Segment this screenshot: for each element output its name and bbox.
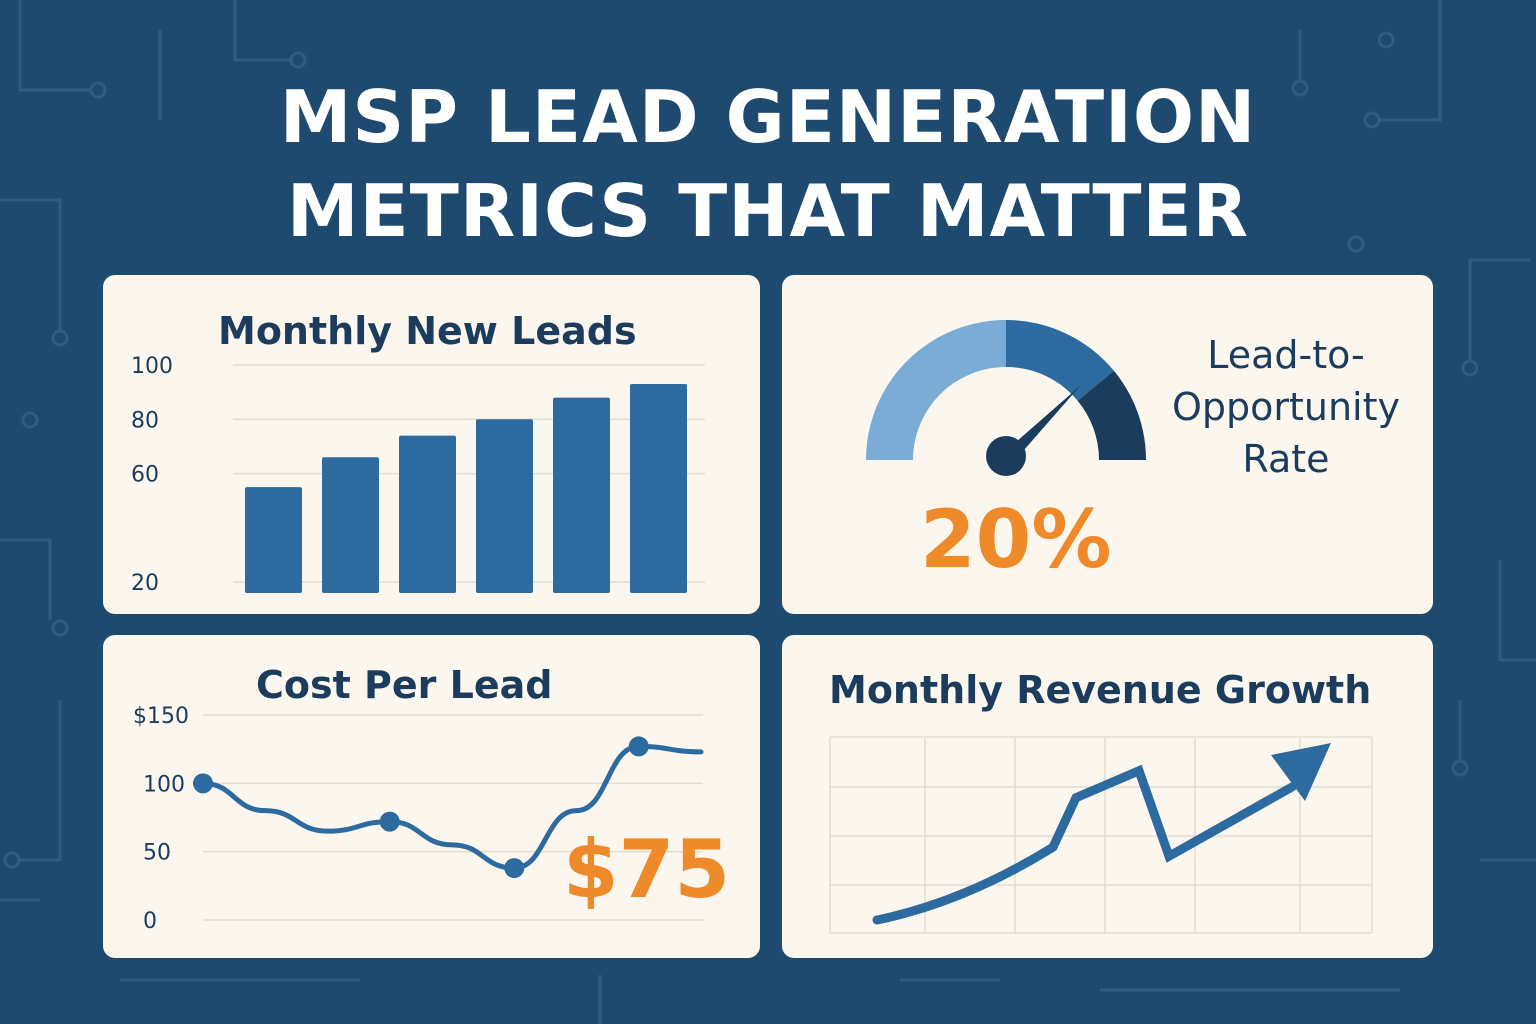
leads-bar	[322, 457, 379, 593]
gauge-segment	[866, 320, 1006, 460]
cpl-y-tick-label: 0	[143, 909, 157, 934]
leads-y-tick-label: 100	[131, 354, 173, 379]
cpl-y-tick-label: 50	[143, 841, 171, 866]
revenue-chart-title: Monthly Revenue Growth	[829, 668, 1372, 712]
panel-monthly-new-leads: Monthly New Leads 100 80 60 20	[103, 275, 760, 614]
leads-bar-chart: 100 80 60 20	[131, 354, 705, 596]
leads-bar	[476, 419, 533, 593]
title-line-1: MSP LEAD GENERATION	[279, 75, 1257, 159]
conversion-gauge	[866, 320, 1146, 476]
revenue-arrowhead	[1271, 743, 1331, 801]
leads-bar	[245, 487, 302, 593]
panel-monthly-revenue-growth: Monthly Revenue Growth	[782, 635, 1433, 958]
conversion-label-line-3: Rate	[1242, 437, 1330, 481]
leads-y-tick-label: 20	[131, 571, 159, 596]
panel-lead-to-opportunity: Lead-to- Opportunity Rate 20%	[782, 275, 1433, 614]
revenue-series-line	[872, 764, 1297, 925]
page-title: MSP LEAD GENERATION METRICS THAT MATTER	[0, 70, 1536, 258]
cpl-data-point	[504, 858, 525, 879]
cpl-data-point	[193, 773, 213, 794]
cpl-chart-title: Cost Per Lead	[256, 663, 553, 707]
title-line-2: METRICS THAT MATTER	[286, 169, 1250, 253]
conversion-label-line-1: Lead-to-	[1207, 333, 1365, 377]
leads-bar	[553, 397, 610, 593]
cpl-series-line	[200, 743, 704, 871]
cpl-value: $75	[563, 823, 730, 916]
conversion-label-line-2: Opportunity	[1171, 385, 1401, 429]
leads-bar	[399, 435, 456, 593]
gauge-segment	[1006, 320, 1114, 401]
cpl-y-tick-label: 100	[143, 772, 185, 797]
conversion-value: 20%	[920, 493, 1112, 586]
revenue-line-chart	[829, 736, 1373, 934]
cpl-data-point	[379, 811, 400, 832]
gauge-needle-hub	[986, 436, 1026, 476]
conversion-label: Lead-to- Opportunity Rate	[1156, 329, 1416, 485]
gauge-segment	[1077, 370, 1146, 460]
cpl-y-tick-label: $150	[133, 704, 189, 729]
panel-cost-per-lead: Cost Per Lead $150 100 50 0 $75	[103, 635, 760, 958]
leads-y-tick-label: 80	[131, 408, 159, 433]
cpl-line-chart: $150 100 50 0	[133, 704, 704, 934]
leads-bar	[630, 384, 687, 593]
cpl-data-point	[628, 736, 649, 757]
leads-y-tick-label: 60	[131, 463, 159, 488]
leads-chart-title: Monthly New Leads	[218, 309, 637, 353]
